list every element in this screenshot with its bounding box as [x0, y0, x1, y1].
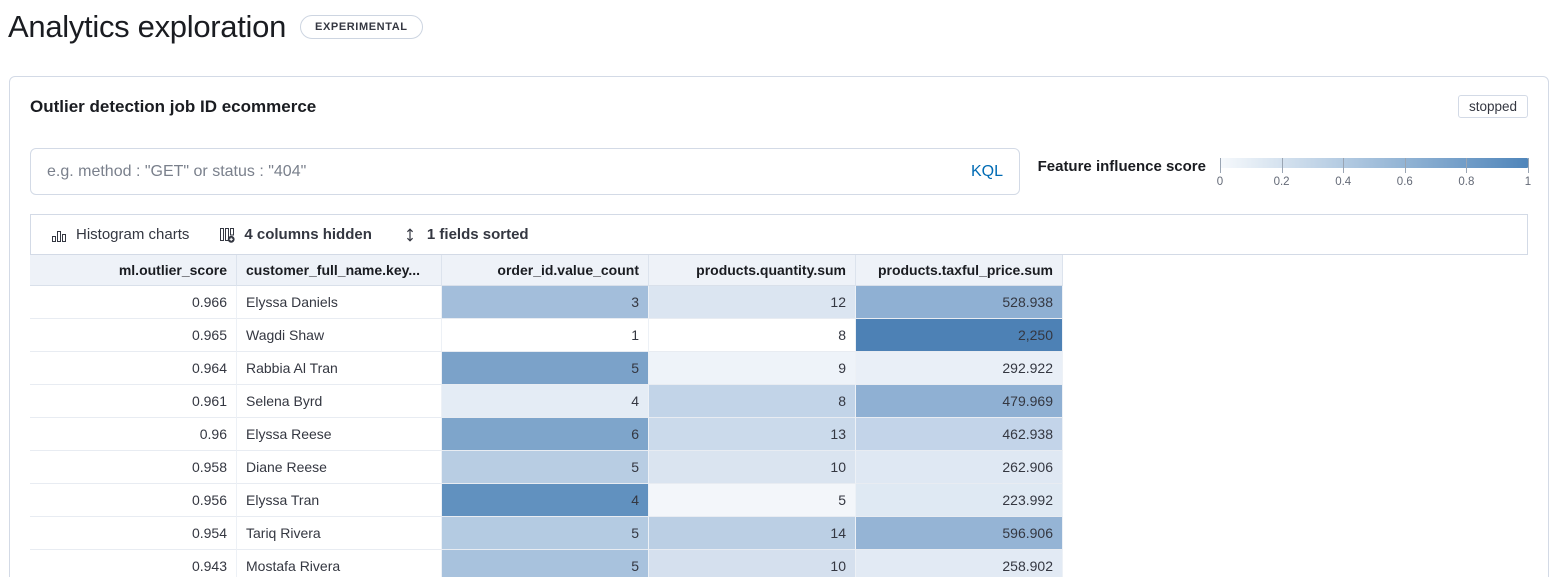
legend-tick	[1220, 158, 1221, 173]
table-row: 0.956Elyssa Tran45223.992	[30, 484, 1528, 517]
panel-title: Outlier detection job ID ecommerce	[30, 97, 316, 117]
grid-cell[interactable]: 4	[442, 484, 649, 517]
table-row: 0.943Mostafa Rivera510258.902	[30, 550, 1528, 577]
legend-label: Feature influence score	[1038, 156, 1206, 175]
job-status-badge: stopped	[1458, 95, 1528, 118]
grid-cell[interactable]: Selena Byrd	[237, 385, 442, 418]
grid-cell[interactable]: 0.954	[30, 517, 237, 550]
grid-cell[interactable]: 0.958	[30, 451, 237, 484]
legend-tick	[1528, 158, 1529, 173]
panel-header: Outlier detection job ID ecommerce stopp…	[30, 95, 1528, 118]
legend-tick-label: 0.4	[1335, 176, 1351, 188]
grid-cell[interactable]: 0.965	[30, 319, 237, 352]
grid-cell[interactable]: 0.956	[30, 484, 237, 517]
grid-cell[interactable]: 13	[649, 418, 856, 451]
histogram-icon	[51, 227, 67, 243]
grid-cell[interactable]: Elyssa Daniels	[237, 286, 442, 319]
grid-cell[interactable]: Elyssa Tran	[237, 484, 442, 517]
feature-influence-legend: Feature influence score 0 0.2 0.4 0.6 0.8 1	[1038, 148, 1528, 200]
histogram-charts-label: Histogram charts	[76, 226, 189, 243]
legend-tick	[1466, 158, 1467, 173]
grid-cell[interactable]: 528.938	[856, 286, 1063, 319]
grid-cell[interactable]: 5	[442, 352, 649, 385]
legend-tick	[1282, 158, 1283, 173]
legend-ticks	[1220, 158, 1528, 174]
column-header[interactable]: products.taxful_price.sum	[856, 255, 1063, 286]
grid-cell[interactable]: 14	[649, 517, 856, 550]
grid-cell[interactable]: 3	[442, 286, 649, 319]
grid-cell[interactable]: 5	[649, 484, 856, 517]
columns-hidden-label: 4 columns hidden	[244, 226, 372, 243]
grid-cell[interactable]: 0.966	[30, 286, 237, 319]
columns-hidden-button[interactable]: 4 columns hidden	[209, 220, 382, 249]
grid-cell[interactable]: 12	[649, 286, 856, 319]
grid-toolbar: Histogram charts 4 columns hidden	[30, 214, 1528, 255]
table-row: 0.954Tariq Rivera514596.906	[30, 517, 1528, 550]
legend-tick	[1405, 158, 1406, 173]
column-header[interactable]: ml.outlier_score	[30, 255, 237, 286]
table-row: 0.958Diane Reese510262.906	[30, 451, 1528, 484]
grid-cell[interactable]: Rabbia Al Tran	[237, 352, 442, 385]
grid-cell[interactable]: Mostafa Rivera	[237, 550, 442, 577]
grid-header-row: ml.outlier_scorecustomer_full_name.key..…	[30, 255, 1528, 286]
legend-tick-label: 0.8	[1458, 176, 1474, 188]
legend-scale: 0 0.2 0.4 0.6 0.8 1	[1220, 158, 1528, 200]
grid-cell[interactable]: 4	[442, 385, 649, 418]
grid-cell[interactable]: 223.992	[856, 484, 1063, 517]
grid-cell[interactable]: 262.906	[856, 451, 1063, 484]
outlier-results-panel: Outlier detection job ID ecommerce stopp…	[9, 76, 1549, 577]
grid-cell[interactable]: 0.964	[30, 352, 237, 385]
legend-tick-label: 1	[1525, 176, 1531, 188]
grid-body: 0.966Elyssa Daniels312528.9380.965Wagdi …	[30, 286, 1528, 577]
grid-cell[interactable]: 5	[442, 451, 649, 484]
table-row: 0.964Rabbia Al Tran59292.922	[30, 352, 1528, 385]
experimental-badge: EXPERIMENTAL	[300, 15, 423, 39]
grid-cell[interactable]: 8	[649, 385, 856, 418]
fields-sorted-label: 1 fields sorted	[427, 226, 529, 243]
grid-cell[interactable]: 10	[649, 451, 856, 484]
legend-tick	[1343, 158, 1344, 173]
table-row: 0.965Wagdi Shaw182,250	[30, 319, 1528, 352]
page-header: Analytics exploration EXPERIMENTAL	[0, 0, 1558, 48]
data-grid: ml.outlier_scorecustomer_full_name.key..…	[30, 255, 1528, 577]
grid-cell[interactable]: 0.943	[30, 550, 237, 577]
grid-cell[interactable]: 8	[649, 319, 856, 352]
legend-tick-label: 0.2	[1274, 176, 1290, 188]
search-input[interactable]	[31, 149, 955, 194]
grid-cell[interactable]: Elyssa Reese	[237, 418, 442, 451]
grid-cell[interactable]: 596.906	[856, 517, 1063, 550]
legend-tick-label: 0	[1217, 176, 1223, 188]
grid-cell[interactable]: 5	[442, 550, 649, 577]
legend-tick-label: 0.6	[1397, 176, 1413, 188]
histogram-charts-button[interactable]: Histogram charts	[41, 220, 199, 249]
table-row: 0.96Elyssa Reese613462.938	[30, 418, 1528, 451]
table-row: 0.966Elyssa Daniels312528.938	[30, 286, 1528, 319]
columns-hidden-icon	[219, 227, 235, 243]
grid-cell[interactable]: 462.938	[856, 418, 1063, 451]
grid-cell[interactable]: 10	[649, 550, 856, 577]
column-header[interactable]: order_id.value_count	[442, 255, 649, 286]
grid-cell[interactable]: 2,250	[856, 319, 1063, 352]
grid-cell[interactable]: Wagdi Shaw	[237, 319, 442, 352]
grid-cell[interactable]: 6	[442, 418, 649, 451]
grid-cell[interactable]: 0.961	[30, 385, 237, 418]
grid-cell[interactable]: 258.902	[856, 550, 1063, 577]
sort-icon	[402, 227, 418, 243]
grid-cell[interactable]: Diane Reese	[237, 451, 442, 484]
grid-cell[interactable]: 0.96	[30, 418, 237, 451]
column-header[interactable]: products.quantity.sum	[649, 255, 856, 286]
column-header[interactable]: customer_full_name.key...	[237, 255, 442, 286]
page-title: Analytics exploration	[8, 9, 286, 45]
kql-language-button[interactable]: KQL	[955, 163, 1019, 181]
table-row: 0.961Selena Byrd48479.969	[30, 385, 1528, 418]
fields-sorted-button[interactable]: 1 fields sorted	[392, 220, 539, 249]
grid-cell[interactable]: 1	[442, 319, 649, 352]
grid-cell[interactable]: 479.969	[856, 385, 1063, 418]
grid-cell[interactable]: 5	[442, 517, 649, 550]
search-row: KQL Feature influence score 0 0.2 0.4 0.6 0.…	[30, 148, 1528, 200]
grid-cell[interactable]: Tariq Rivera	[237, 517, 442, 550]
query-bar: KQL	[30, 148, 1020, 195]
grid-cell[interactable]: 292.922	[856, 352, 1063, 385]
grid-cell[interactable]: 9	[649, 352, 856, 385]
